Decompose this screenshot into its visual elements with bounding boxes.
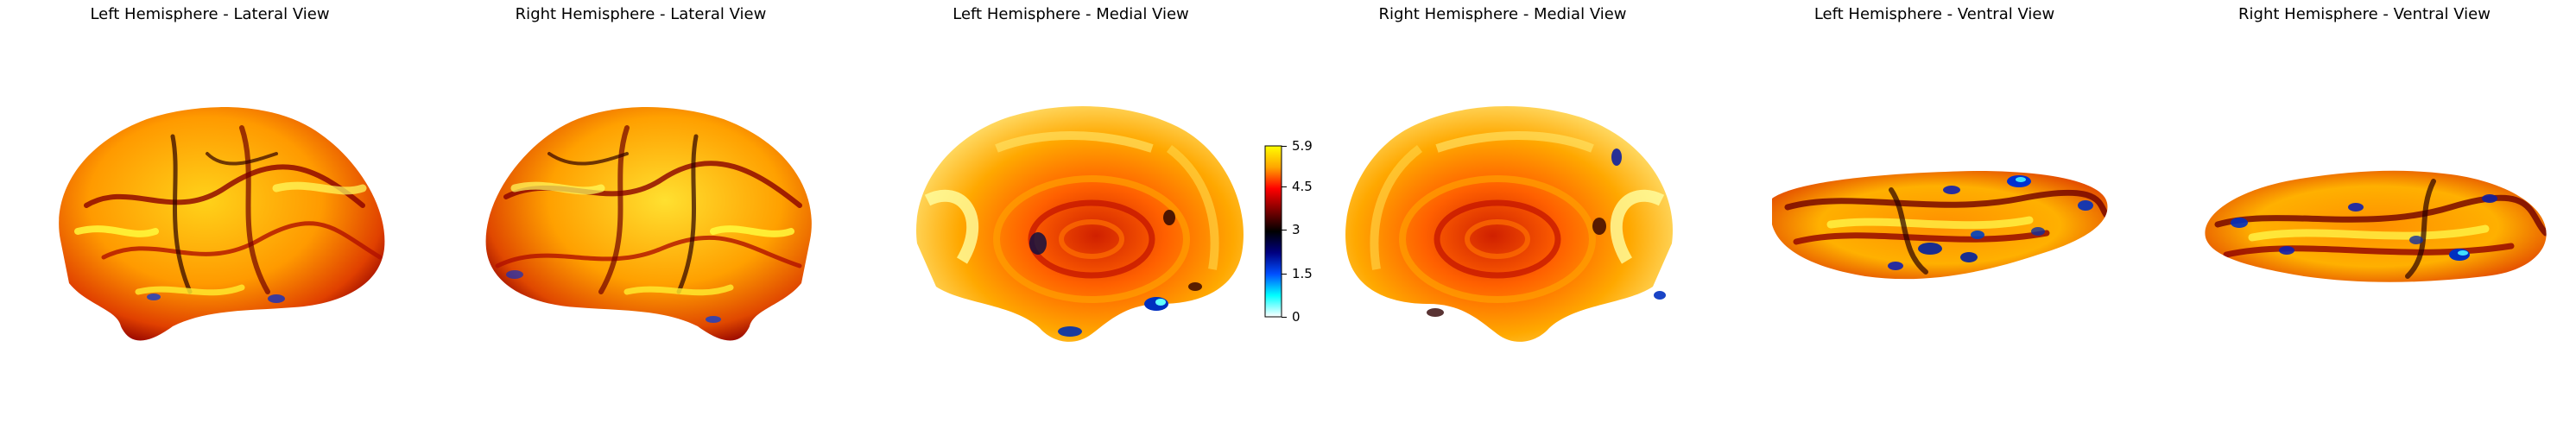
colorbar: 0 1.5 3 4.5 5.9 (1264, 138, 1316, 325)
colorbar-tickmark (1282, 273, 1287, 275)
panel-title-right-medial: Right Hemisphere - Medial View (1378, 5, 1627, 23)
brain-left-ventral (1772, 171, 2108, 280)
panel-title-right-lateral: Right Hemisphere - Lateral View (515, 5, 767, 23)
panel-title-left-medial: Left Hemisphere - Medial View (953, 5, 1189, 23)
panel-title-left-ventral: Left Hemisphere - Ventral View (1813, 5, 2055, 23)
colorbar-tickmark (1282, 186, 1287, 187)
colorbar-tickmark (1282, 146, 1287, 147)
colorbar-gradient (1264, 145, 1282, 318)
colorbar-tick-label: 1.5 (1292, 265, 1313, 281)
panel-title-left-lateral: Left Hemisphere - Lateral View (90, 5, 330, 23)
colorbar-tick-label: 4.5 (1292, 178, 1313, 194)
brain-right-lateral (485, 107, 812, 341)
brain-left-lateral (59, 107, 385, 341)
colorbar-tick-label: 0 (1292, 309, 1301, 325)
brain-right-medial (1345, 106, 1674, 342)
brain-right-ventral (2205, 170, 2547, 282)
brain-left-medial (915, 106, 1244, 342)
colorbar-tick-label: 3 (1292, 222, 1301, 238)
colorbar-tickmark (1282, 317, 1287, 318)
panel-title-right-ventral: Right Hemisphere - Ventral View (2238, 5, 2491, 23)
colorbar-tick-label: 5.9 (1292, 138, 1313, 154)
